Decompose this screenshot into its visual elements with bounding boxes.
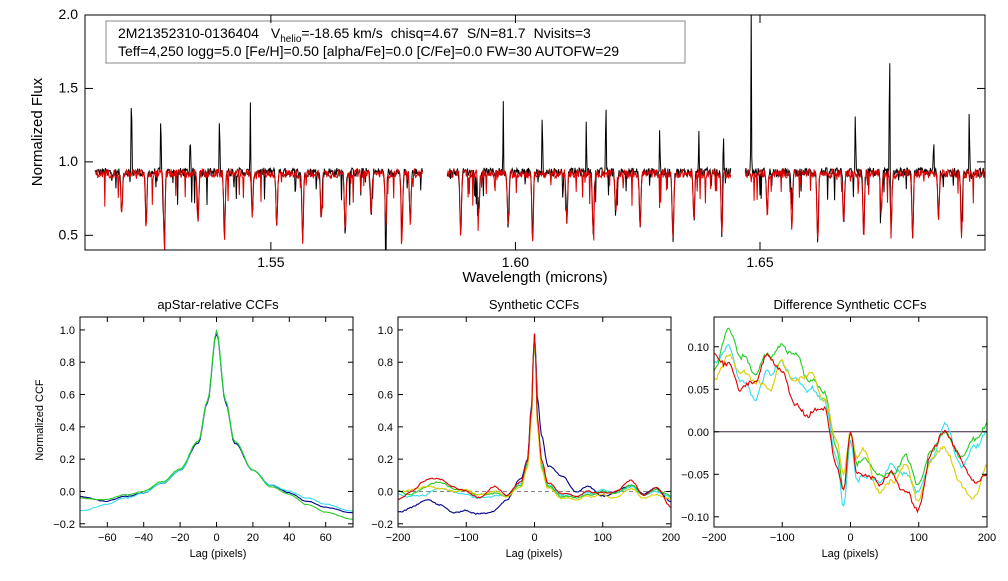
synthetic-frame: [397, 316, 672, 528]
apstar-x-axis-title: Lag (pixels): [190, 548, 247, 560]
spectrum-xtick-label: 1.65: [746, 254, 773, 270]
apstar-ytick-label: 0.0: [60, 486, 75, 498]
apstar-series-3: [80, 328, 353, 520]
spectrum-x-axis-title: Wavelength (microns): [462, 269, 607, 286]
difference-xtick-label: −100: [770, 532, 795, 544]
difference-frame: [713, 316, 988, 528]
tick-layer: 1.55 1.60 1.650.51.01.52.0−60 −40 −20 0 20 40 60…: [53, 6, 996, 544]
spectrum-ytick-label: 0.5: [59, 226, 79, 242]
synthetic-ytick-label: 0.2: [378, 454, 393, 466]
synthetic-ytick-label: 1.0: [378, 325, 393, 337]
synthetic-series-4: [398, 334, 671, 501]
apstar-ytick-label: 0.2: [60, 454, 75, 466]
chisq-value: chisq=4.67: [391, 25, 459, 41]
difference-xtick-label: 0: [847, 532, 853, 544]
synthetic-x-axis-title: Lag (pixels): [506, 548, 563, 560]
synthetic-series-5: [398, 333, 671, 509]
synthetic-ytick-label: −0.2: [371, 519, 393, 531]
difference-series-3: [714, 353, 987, 502]
difference-ytick-label: 0.10: [688, 342, 709, 354]
apstar-ytick-label: −0.2: [53, 519, 75, 531]
spectrum-ytick-label: 1.5: [59, 79, 79, 95]
star-id: 2M21352310-0136404: [118, 25, 259, 41]
difference-xtick-label: −200: [702, 532, 727, 544]
spectrum-y-axis-title: Normalized Flux: [29, 77, 46, 186]
vhelio-value: =-18.65 km/s: [301, 25, 382, 41]
vhelio-prefix: V: [271, 25, 281, 41]
difference-xtick-label: 200: [978, 532, 996, 544]
synthetic-plot-area: [398, 333, 671, 515]
spectrum-plot-area: [94, 15, 985, 250]
synthetic-xtick-label: 200: [662, 532, 680, 544]
difference-ytick-label: 0.00: [688, 427, 709, 439]
difference-panel-title: Difference Synthetic CCFs: [774, 297, 927, 312]
synthetic-series-3: [398, 334, 671, 499]
synthetic-ytick-label: 0.6: [378, 390, 393, 402]
difference-x-axis-title: Lag (pixels): [822, 548, 879, 560]
apstar-ytick-label: 1.0: [60, 325, 75, 337]
synthetic-xtick-label: −200: [386, 532, 411, 544]
difference-plot-area: [714, 327, 987, 514]
spectrum-frame: [84, 14, 986, 251]
spectrum-xtick-label: 1.60: [502, 254, 529, 270]
spectrum-ytick-label: 2.0: [59, 6, 79, 22]
synthetic-ytick-label: 0.4: [378, 422, 393, 434]
apstar-ytick-label: 0.6: [60, 390, 75, 402]
synthetic-ytick-label: 0.8: [378, 357, 393, 369]
synthetic-xtick-label: 100: [594, 532, 612, 544]
difference-xtick-label: 100: [910, 532, 928, 544]
snr-value: S/N=81.7: [467, 25, 526, 41]
apstar-xtick-label: 60: [320, 532, 332, 544]
apstar-ytick-label: 0.4: [60, 422, 75, 434]
difference-series-2: [714, 327, 987, 490]
apstar-xtick-label: 0: [213, 532, 219, 544]
nvisits-value: Nvisits=3: [534, 25, 591, 41]
synthetic-series-2: [398, 334, 671, 499]
vhelio-subscript: helio: [280, 34, 302, 45]
synthetic-xtick-label: −100: [454, 532, 479, 544]
apstar-xtick-label: −40: [134, 532, 153, 544]
apstar-xtick-label: 40: [283, 532, 295, 544]
difference-series-1: [714, 344, 987, 508]
apstar-panel-title: apStar-relative CCFs: [157, 297, 279, 312]
synthetic-ytick-label: 0.0: [378, 486, 393, 498]
apstar-series-2: [80, 328, 353, 512]
spectrum-ytick-label: 1.0: [59, 153, 79, 169]
difference-ytick-label: 0.05: [688, 384, 709, 396]
apstar-xtick-label: −20: [171, 532, 190, 544]
synthetic-xtick-label: 0: [531, 532, 537, 544]
info-line-1: 2M21352310-0136404 Vhelio=-18.65 km/s chis…: [118, 25, 591, 45]
apstar-series-1: [80, 331, 353, 514]
spectrum-series-model: [94, 167, 985, 250]
difference-ytick-label: −0.05: [681, 469, 709, 481]
difference-ytick-label: −0.10: [681, 512, 709, 524]
difference-series-4: [714, 352, 987, 514]
apstar-y-axis-title: Normalized CCF: [34, 379, 46, 461]
apstar-plot-area: [80, 328, 353, 520]
synthetic-panel-title: Synthetic CCFs: [489, 297, 580, 312]
spectrum-xtick-label: 1.55: [257, 254, 284, 270]
apstar-xtick-label: 20: [247, 532, 259, 544]
info-box: [105, 20, 686, 64]
apstar-ytick-label: 0.8: [60, 357, 75, 369]
info-line-2: Teff=4,250 logg=5.0 [Fe/H]=0.50 [alpha/F…: [118, 43, 619, 59]
apstar-xtick-label: −60: [98, 532, 117, 544]
